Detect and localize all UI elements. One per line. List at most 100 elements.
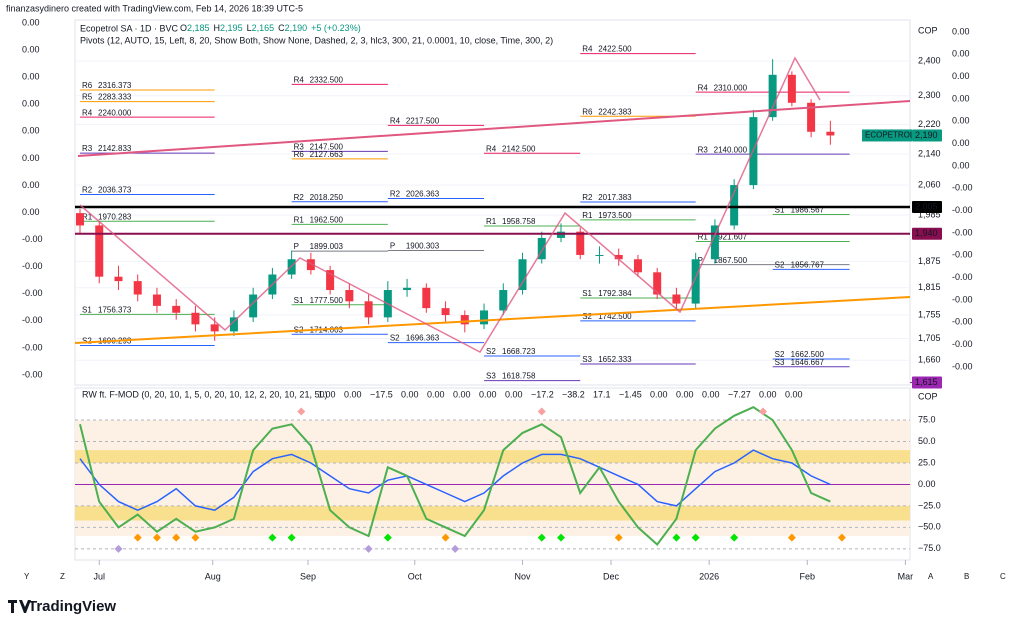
candle-body — [710, 225, 719, 260]
pivot-value: 2283.333 — [98, 93, 132, 102]
pivot-value: 1756.373 — [98, 306, 132, 315]
overlay-scale-label: -0.00 — [22, 315, 43, 325]
credit: finanzasydinero created with TradingView… — [6, 3, 303, 13]
pivot-name: P — [390, 242, 395, 251]
legend-value: −17.5 — [370, 389, 393, 399]
brand: TradingView — [28, 598, 116, 615]
band — [75, 450, 910, 463]
pivot-value: 2140.000 — [714, 145, 748, 154]
pivot-value: 2147.500 — [310, 142, 344, 151]
signal-marker — [364, 544, 373, 553]
signal-marker — [268, 533, 277, 542]
legend-value: 0.00 — [785, 389, 803, 399]
pivot-name: S1 — [582, 289, 592, 298]
y-tick-label: 1,755 — [918, 309, 941, 319]
signal-marker — [172, 533, 181, 542]
band — [75, 505, 910, 521]
axis-button: B — [964, 572, 969, 581]
pivot-name: S2 — [775, 350, 785, 359]
ohlc-value: 2,190 — [285, 23, 308, 33]
pivot-value: 1662.500 — [791, 350, 825, 359]
overlay-scale-label: 0.00 — [952, 116, 970, 126]
y-tick-label: −50.0 — [918, 522, 941, 532]
candle-body — [691, 259, 700, 304]
candle-body — [499, 290, 508, 311]
x-tick-label: Aug — [205, 571, 221, 581]
logo — [8, 600, 31, 613]
candle-body — [576, 231, 585, 255]
pivot-name: S2 — [486, 347, 496, 356]
signal-marker — [614, 533, 623, 542]
pivot-name: S2 — [582, 312, 592, 321]
overlay-scale-label: 0.00 — [22, 72, 40, 82]
candle-body — [152, 294, 161, 306]
candle-body — [249, 294, 258, 318]
pivot-name: R6 — [582, 107, 593, 116]
signal-marker — [691, 533, 700, 542]
price-tag-label: 1,940 — [915, 228, 938, 238]
axis-button: C — [1000, 572, 1006, 581]
legend-value: 0.00 — [650, 389, 668, 399]
pivot-name: S3 — [486, 372, 496, 381]
pivot-name: R1 — [294, 216, 305, 225]
overlay-scale-label: 0.00 — [22, 126, 40, 136]
pivot-name: R3 — [698, 145, 709, 154]
y-tick-label: 0.00 — [918, 479, 936, 489]
y-tick-label: 1,705 — [918, 333, 941, 343]
overlay-scale-label: 0.00 — [22, 99, 40, 109]
pivot-name: S2 — [82, 337, 92, 346]
price-tag-label: 1,615 — [915, 377, 938, 387]
signal-marker — [837, 533, 846, 542]
y-tick-label: −75.0 — [918, 543, 941, 553]
pivot-name: S3 — [582, 355, 592, 364]
candle-body — [95, 225, 104, 277]
candle-body — [403, 287, 412, 291]
ohlc-value: 2,195 — [220, 23, 243, 33]
overlay-scale-label: -0.00 — [22, 234, 43, 244]
candle-body — [133, 281, 142, 295]
candle-body — [730, 185, 739, 226]
y-tick-label: 2,140 — [918, 149, 941, 159]
overlay-scale-label: -0.00 — [952, 250, 973, 260]
overlay-scale-label: -0.00 — [952, 339, 973, 349]
overlay-scale-label: -0.00 — [22, 369, 43, 379]
candle-body — [633, 259, 642, 273]
signal-marker — [537, 533, 546, 542]
price-tag — [912, 129, 942, 142]
pivot-name: R4 — [698, 83, 709, 92]
chart-layer: 2,400 2,300 2,220 2,140 2,060 1,985 1,875 1,815… — [22, 17, 1006, 581]
x-tick-label: Jul — [93, 571, 105, 581]
pivot-value: 2242.383 — [598, 107, 632, 116]
x-tick-label: Oct — [408, 571, 423, 581]
pivot-value: 1742.500 — [598, 312, 632, 321]
pivot-name: R5 — [82, 93, 93, 102]
candle-body — [345, 290, 354, 302]
signal-marker — [114, 544, 123, 553]
pivot-name: R6 — [82, 81, 93, 90]
legend-value: −17.2 — [531, 389, 554, 399]
x-tick-label: Feb — [800, 571, 816, 581]
legend-value: 0.00 — [401, 389, 419, 399]
signal-marker — [287, 533, 296, 542]
pivot-value: 1792.384 — [598, 289, 632, 298]
pivot-name: S1 — [775, 206, 785, 215]
pivot-name: R2 — [390, 190, 401, 199]
signal-marker — [451, 544, 460, 553]
pivot-value: 2332.500 — [310, 75, 344, 84]
y-tick-label: 2,220 — [918, 119, 941, 129]
overlay-scale-label: 0.00 — [952, 26, 970, 36]
pivots-settings: Pivots (12, AUTO, 15, Left, 8, 20, Show … — [80, 35, 553, 45]
overlay-scale-label: -0.00 — [952, 361, 973, 371]
ohlc: O2,185 H2,195 L2,165 C2,190 +5 (+0.23%) — [180, 23, 361, 33]
overlay-scale-label: 0.00 — [22, 17, 40, 27]
signal-marker — [537, 407, 546, 416]
signal-marker — [730, 533, 739, 542]
pivot-value: 1696.363 — [406, 334, 440, 343]
overlay-scale-label: -0.00 — [952, 317, 973, 327]
overlay-scale-label: -0.00 — [22, 261, 43, 271]
pivot-name: R6 — [294, 150, 305, 159]
legend-value: 0.00 — [453, 389, 471, 399]
pivot-name: S2 — [390, 334, 400, 343]
legend-value: 0.00 — [759, 389, 777, 399]
pivot-name: R1 — [486, 217, 497, 226]
